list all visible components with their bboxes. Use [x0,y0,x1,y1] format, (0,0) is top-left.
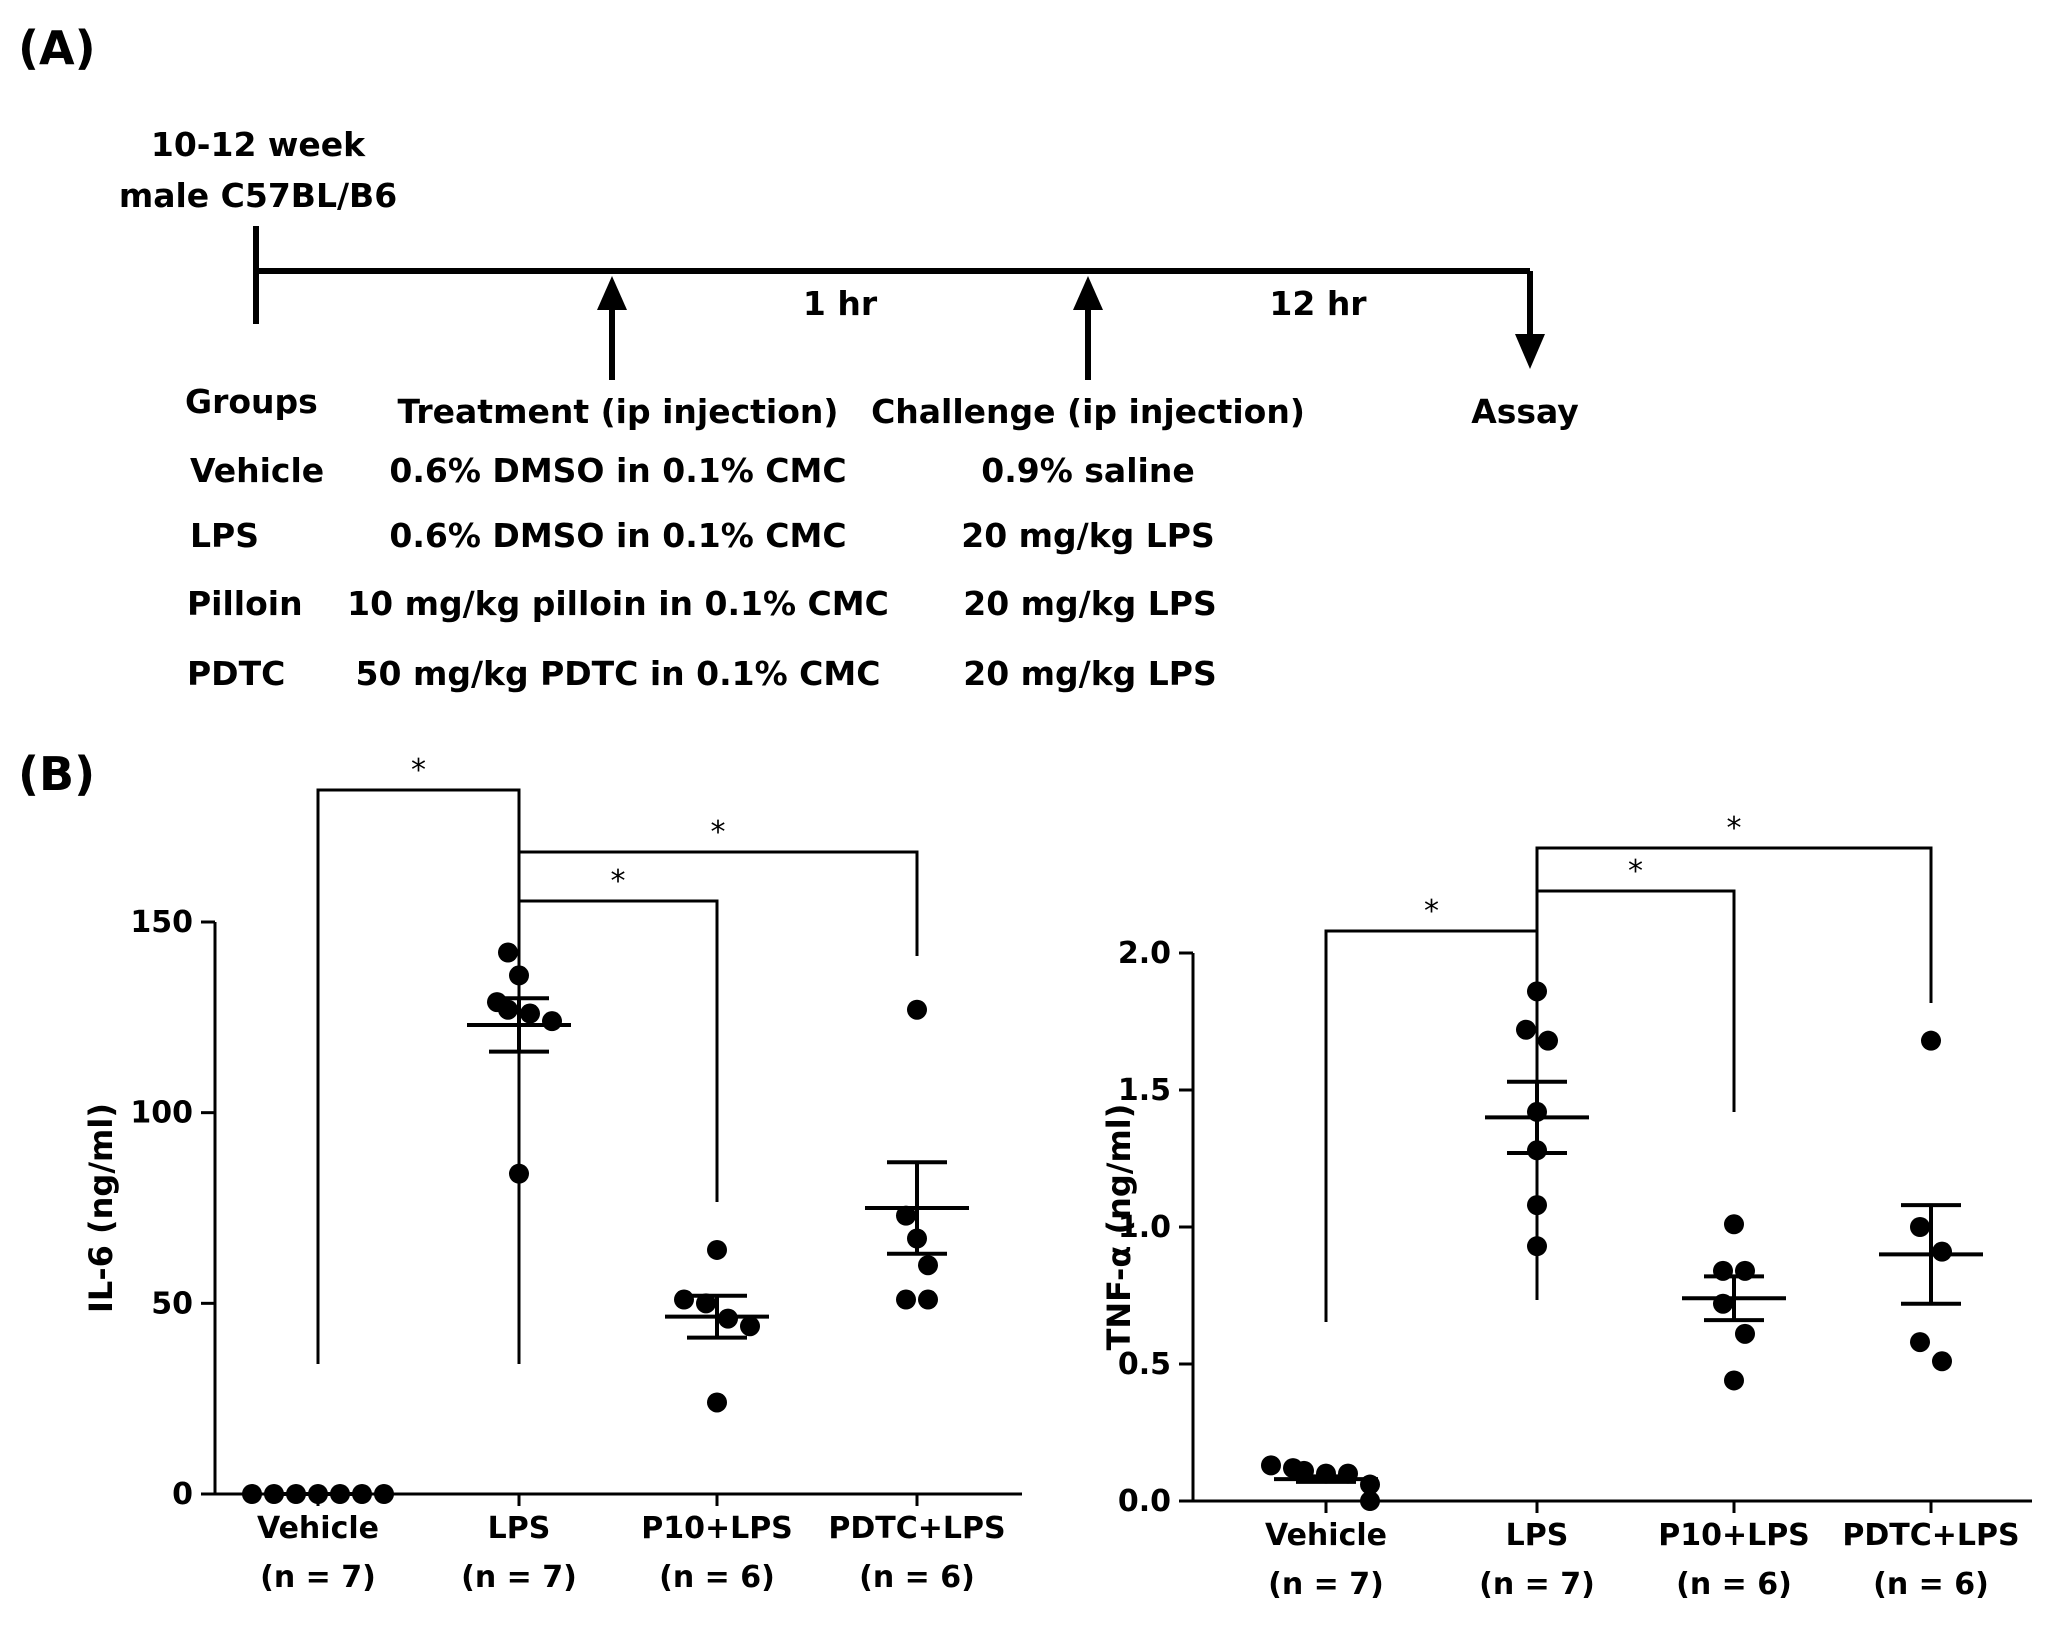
significance-bracket [517,850,919,956]
data-point [707,1392,727,1413]
header-assay: Assay [1471,392,1579,431]
y-axis-label: TNF-α (ng/ml) [1100,1104,1138,1351]
y-tick-label: 100 [130,1096,193,1131]
row-group-vehicle: Vehicle [190,451,324,490]
x-category-label: Vehicle [257,1511,379,1546]
data-point [498,999,518,1020]
data-point [374,1484,394,1504]
x-category-label: LPS [1506,1518,1569,1553]
x-category-n: (n = 6) [659,1560,775,1595]
significance-bracket [316,788,521,1364]
significance-star: * [411,753,426,788]
header-challenge: Challenge (ip injection) [871,392,1305,431]
interval-12hr: 12 hr [1269,284,1367,323]
row-group-lps: LPS [190,516,259,555]
x-category-n: (n = 7) [1479,1567,1595,1602]
data-point [1261,1455,1281,1476]
x-category-n: (n = 6) [1873,1567,1989,1602]
y-tick-label: 0.0 [1118,1484,1171,1519]
row-treatment-vehicle: 0.6% DMSO in 0.1% CMC [389,451,846,490]
data-point [1910,1217,1930,1237]
y-axis-label: IL-6 (ng/ml) [82,1103,120,1313]
x-category-n: (n = 7) [461,1560,577,1595]
data-point [1516,1019,1536,1040]
significance-star: * [1424,894,1439,929]
data-point [1735,1323,1755,1344]
y-tick-label: 150 [130,905,193,940]
data-point [1932,1241,1952,1262]
data-point [896,1289,916,1310]
protocol-table: Groups Treatment (ip injection) Challeng… [185,382,1579,693]
row-challenge-lps: 20 mg/kg LPS [961,516,1215,555]
data-point [918,1289,938,1310]
row-treatment-pdtc: 50 mg/kg PDTC in 0.1% CMC [356,654,881,693]
significance-bracket [1324,929,1539,1322]
assay-arrow-head [1515,334,1545,369]
data-point [707,1239,727,1260]
x-category-label: P10+LPS [641,1511,793,1546]
x-category-n: (n = 6) [859,1560,975,1595]
data-point [1360,1491,1380,1511]
data-point [1724,1370,1744,1391]
tnf-alpha-chart: 0.0 0.5 1.0 1.5 2.0 Vehicle (n = 7) LPS (n = 7) P… [1100,811,2032,1602]
interval-1hr: 1 hr [803,284,878,323]
il6-chart: 0 50 100 150 Vehicle (n = 7) LPS (n = 7) P10+LPS… [82,753,1022,1595]
data-point [1538,1030,1558,1051]
row-challenge-vehicle: 0.9% saline [981,451,1194,490]
treatment-arrow-head [597,276,627,310]
header-groups: Groups [185,382,318,421]
panel-b-label: (B) [18,747,95,801]
data-point [896,1205,916,1226]
row-challenge-pilloin: 20 mg/kg LPS [963,584,1217,623]
row-group-pdtc: PDTC [187,654,285,693]
timeline [253,226,1533,380]
challenge-arrow-head [1073,276,1103,310]
significance-bracket [1535,846,1933,1300]
y-tick-label: 0.5 [1118,1347,1171,1382]
significance-star: * [711,815,726,850]
row-treatment-pilloin: 10 mg/kg pilloin in 0.1% CMC [347,584,889,623]
x-category-n: (n = 6) [1676,1567,1792,1602]
x-category-label: LPS [488,1511,551,1546]
animal-line-1: 10-12 week [151,125,366,164]
data-point [1932,1351,1952,1372]
data-point [520,1003,540,1024]
x-category-label: PDTC+LPS [828,1511,1005,1546]
x-category-label: Vehicle [1265,1518,1387,1553]
row-challenge-pdtc: 20 mg/kg LPS [963,654,1217,693]
data-point [740,1316,760,1337]
x-category-n: (n = 7) [260,1560,376,1595]
data-point [907,999,927,1020]
animal-line-2: male C57BL/B6 [119,176,397,215]
data-point [696,1293,716,1314]
data-point [1921,1030,1941,1051]
y-tick-label: 50 [151,1286,193,1321]
row-treatment-lps: 0.6% DMSO in 0.1% CMC [389,516,846,555]
data-point [242,1484,262,1504]
data-point [1724,1214,1744,1235]
data-point [1910,1332,1930,1353]
significance-star: * [1628,854,1643,889]
y-tick-label: 1.5 [1118,1073,1171,1108]
significance-star: * [1727,811,1742,846]
y-tick-label: 2.0 [1118,936,1171,971]
row-group-pilloin: Pilloin [187,584,303,623]
x-category-n: (n = 7) [1268,1567,1384,1602]
x-category-label: PDTC+LPS [1842,1518,2019,1553]
data-point [918,1255,938,1276]
header-treatment: Treatment (ip injection) [397,392,838,431]
significance-star: * [611,864,626,899]
y-tick-label: 1.0 [1118,1210,1171,1245]
significance-bracket [1535,889,1736,1300]
panel-a-label: (A) [18,21,96,75]
data-point [498,942,518,963]
data-point [542,1011,562,1032]
y-tick-label: 0 [172,1477,193,1512]
data-point [674,1289,694,1310]
x-category-label: P10+LPS [1658,1518,1810,1553]
